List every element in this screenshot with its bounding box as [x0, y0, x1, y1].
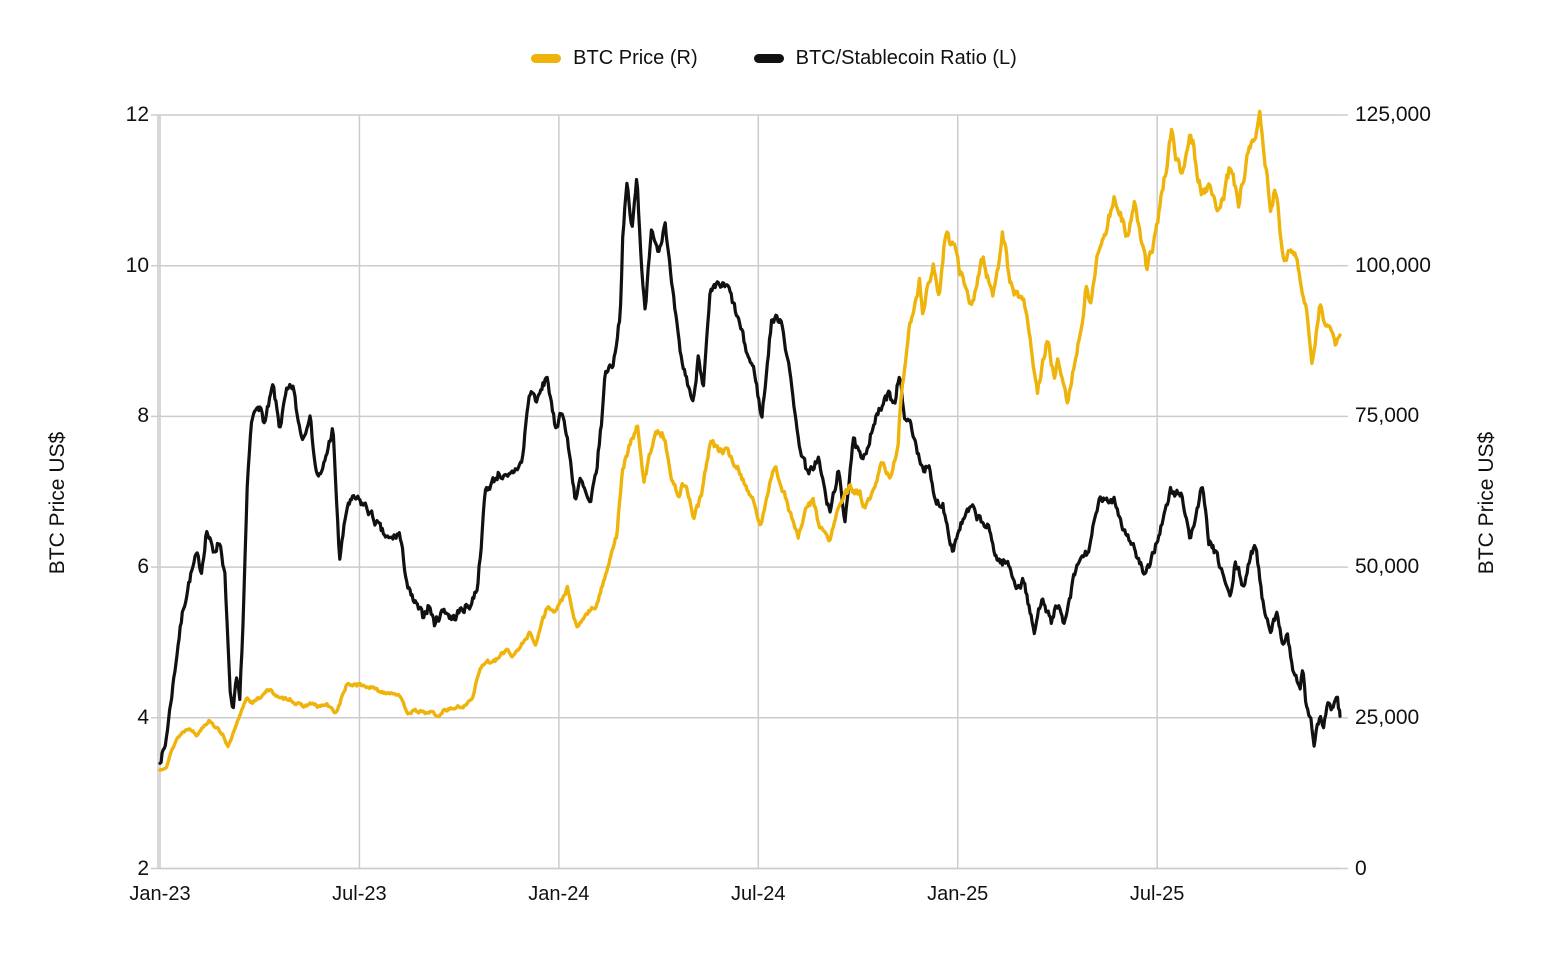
- left-axis-tick-label: 10: [125, 253, 149, 277]
- x-axis-tick-label: Jan-24: [528, 883, 590, 905]
- left-axis-tick-label: 6: [137, 555, 149, 579]
- left-axis-tick-label: 2: [137, 856, 149, 880]
- x-axis-tick-label: Jul-24: [731, 883, 786, 905]
- legend-label-btc-stablecoin-ratio: BTC/Stablecoin Ratio (L): [795, 47, 1017, 69]
- left-axis-tick-label: 12: [125, 103, 149, 126]
- legend-swatch-btc-stablecoin-ratio: [753, 54, 784, 63]
- legend-label-btc-price: BTC Price (R): [573, 47, 698, 69]
- x-axis-tick-label: Jan-23: [129, 883, 191, 905]
- legend: BTC Price (R) BTC/Stablecoin Ratio (L): [0, 47, 1548, 70]
- right-axis-tick-label: 125,000: [1355, 103, 1431, 126]
- right-axis-tick-label: 75,000: [1355, 404, 1420, 428]
- left-axis-tick-label: 8: [137, 404, 149, 428]
- left-axis-tick-label: 4: [137, 705, 149, 729]
- ratio-line: [158, 177, 1342, 765]
- right-axis-tick-label: 100,000: [1355, 253, 1431, 277]
- gridlines: [151, 114, 1348, 870]
- x-axis-tick-label: Jul-23: [332, 883, 387, 905]
- legend-item-btc-price[interactable]: BTC Price (R): [531, 47, 698, 70]
- x-axis-tick-label: Jul-25: [1129, 883, 1185, 905]
- legend-item-btc-stablecoin-ratio[interactable]: BTC/Stablecoin Ratio (L): [753, 47, 1017, 70]
- right-axis-tick-label: 25,000: [1355, 705, 1420, 729]
- btc-price-line: [158, 109, 1342, 772]
- x-axis-tick-label: Jan-25: [927, 883, 989, 905]
- right-axis-tick-label: 0: [1355, 856, 1367, 880]
- legend-swatch-btc-price: [531, 54, 562, 63]
- series-lines: [158, 109, 1342, 772]
- right-axis-tick-label: 50,000: [1355, 555, 1420, 579]
